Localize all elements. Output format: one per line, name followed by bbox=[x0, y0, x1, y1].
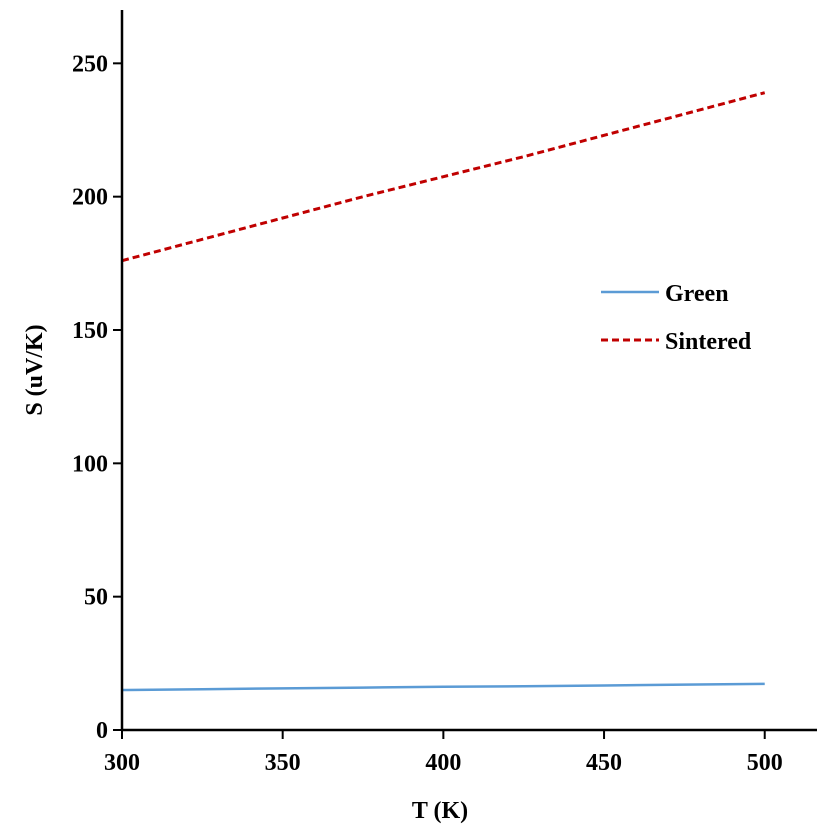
tick-labels: 0 50 100 150 200 250 300 350 400 450 500 bbox=[72, 51, 783, 776]
x-tick-label: 350 bbox=[265, 750, 301, 776]
legend: Green Sintered bbox=[601, 281, 752, 355]
y-axis-title: S (uV/K) bbox=[22, 324, 48, 415]
axes bbox=[120, 10, 817, 732]
ticks bbox=[113, 62, 766, 739]
series-line-green bbox=[121, 682, 765, 692]
legend-item-sintered: Sintered bbox=[601, 329, 752, 355]
y-tick-label: 150 bbox=[72, 318, 108, 344]
x-tick-label: 300 bbox=[104, 750, 140, 776]
legend-item-green: Green bbox=[601, 281, 729, 307]
legend-label-sintered: Sintered bbox=[665, 329, 752, 355]
x-tick-label: 400 bbox=[425, 750, 461, 776]
y-tick-label: 250 bbox=[72, 51, 108, 77]
y-tick-label: 50 bbox=[84, 585, 108, 611]
legend-label-green: Green bbox=[665, 281, 729, 307]
series-line-sintered bbox=[121, 91, 766, 263]
x-tick-label: 500 bbox=[747, 750, 783, 776]
y-tick-label: 200 bbox=[72, 185, 108, 211]
x-axis-title: T (K) bbox=[412, 798, 468, 824]
plot-lines bbox=[121, 91, 766, 692]
y-tick-label: 100 bbox=[72, 451, 108, 477]
y-tick-label: 0 bbox=[96, 718, 108, 744]
x-tick-label: 450 bbox=[586, 750, 622, 776]
